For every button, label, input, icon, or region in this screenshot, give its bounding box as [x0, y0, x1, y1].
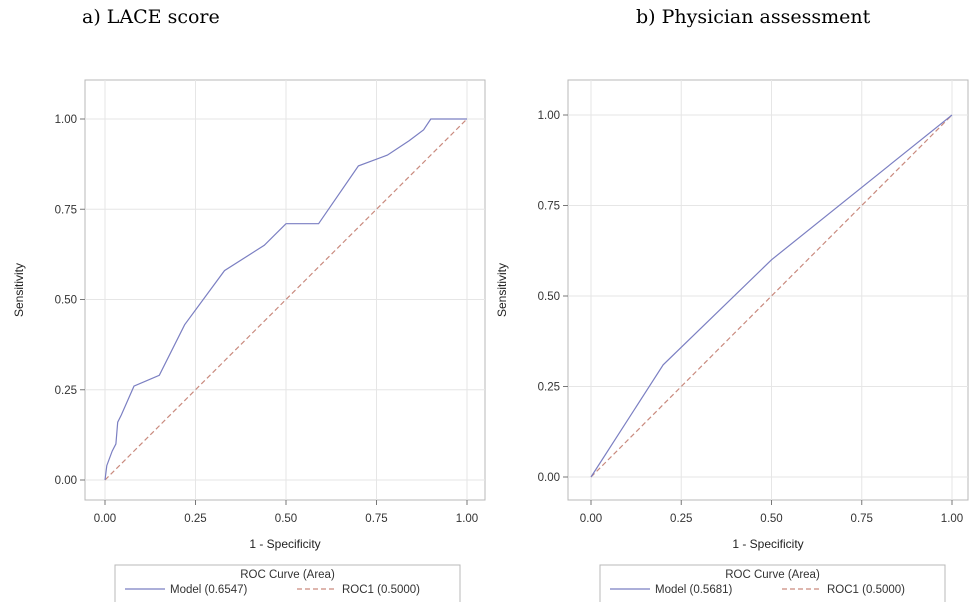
x-tick-label: 0.00: [580, 513, 602, 525]
legend-title: ROC Curve (Area): [725, 569, 820, 581]
legend: ROC Curve (Area) Model (0.6547) ROC1 (0.50…: [114, 564, 461, 602]
plot-frame: [84, 79, 486, 501]
y-tick-label: 1.00: [55, 114, 77, 126]
x-tick-label: 1.00: [941, 513, 963, 525]
y-tick-label: 0.25: [538, 382, 560, 394]
legend-box: [599, 564, 946, 602]
y-tick-label: 0.75: [55, 204, 77, 216]
panel-a-plot: 0.00 0.25 0.50 0.75 1.00 0.00 0.25 0.50 0.75 1.00…: [12, 79, 486, 602]
x-tick-label: 1.00: [456, 513, 478, 525]
legend-title: ROC Curve (Area): [240, 569, 335, 581]
series-model-line: [590, 114, 953, 478]
legend-label-roc1: ROC1 (0.5000): [827, 584, 905, 596]
panel-a-title: a) LACE score: [82, 6, 220, 28]
y-tick-label: 0.75: [538, 201, 560, 213]
series-roc1-line: [590, 114, 953, 478]
x-tick-label: 0.75: [365, 513, 387, 525]
y-tick-label: 0.50: [55, 295, 77, 307]
y-tick-label: 0.50: [538, 291, 560, 303]
y-tick-label: 0.00: [538, 472, 560, 484]
panel-b-plot: 0.00 0.25 0.50 0.75 1.00 0.00 0.25 0.50 0.75 1.00…: [495, 79, 969, 602]
x-tick-label: 0.50: [275, 513, 297, 525]
y-tick-label: 0.00: [55, 475, 77, 487]
x-tick-label: 0.25: [670, 513, 692, 525]
legend-label-model: Model (0.5681): [655, 584, 733, 596]
legend: ROC Curve (Area) Model (0.5681) ROC1 (0.50…: [599, 564, 946, 602]
legend-label-model: Model (0.6547): [170, 584, 248, 596]
panel-b-title: b) Physician assessment: [636, 6, 871, 28]
x-tick-label: 0.00: [94, 513, 116, 525]
x-axis-label: 1 - Specificity: [732, 537, 803, 551]
series-roc1-line: [104, 118, 468, 481]
legend-label-roc1: ROC1 (0.5000): [342, 584, 420, 596]
y-tick-label: 1.00: [538, 110, 560, 122]
y-axis-label: Sensitivity: [12, 263, 26, 317]
x-tick-label: 0.25: [184, 513, 206, 525]
y-tick-label: 0.25: [55, 385, 77, 397]
series-model-line: [104, 118, 467, 481]
x-axis-label: 1 - Specificity: [249, 537, 320, 551]
legend-box: [114, 564, 461, 602]
y-axis-label: Sensitivity: [495, 263, 509, 317]
x-tick-label: 0.75: [851, 513, 873, 525]
x-tick-label: 0.50: [760, 513, 782, 525]
plot-frame: [567, 79, 969, 501]
